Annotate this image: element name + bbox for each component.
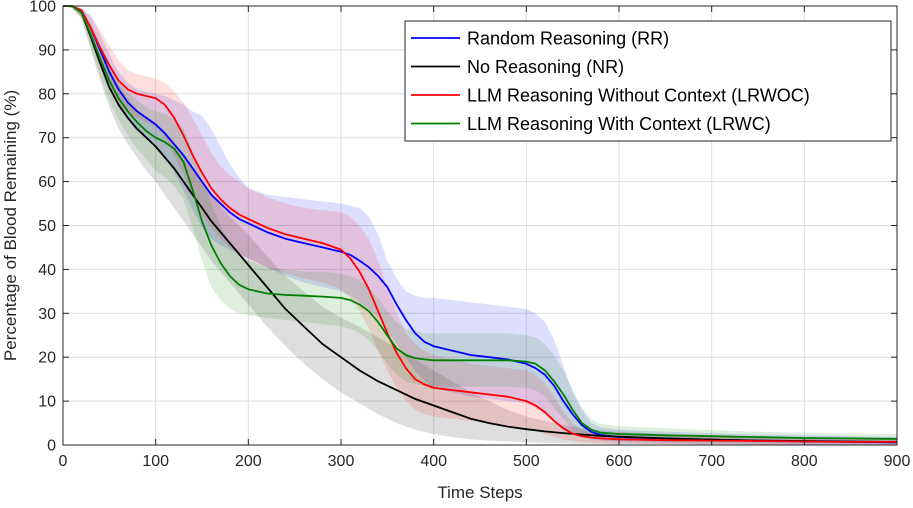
random-reasoning-line: [63, 5, 898, 444]
x-tick-label: 800: [791, 453, 818, 470]
x-tick-label: 200: [235, 453, 262, 470]
x-tick-label: 500: [513, 453, 540, 470]
series-lines: [63, 5, 898, 444]
x-tick-label: 300: [328, 453, 355, 470]
no-reasoning-line: [63, 5, 898, 443]
y-tick-label: 90: [38, 42, 56, 59]
y-axis-title: Percentage of Blood Remaining (%): [1, 90, 20, 361]
llm-reasoning-without-context-line: [63, 5, 897, 443]
legend-label: LLM Reasoning Without Context (LRWOC): [467, 86, 810, 106]
x-tick-label: 100: [142, 453, 169, 470]
y-tick-label: 20: [38, 350, 56, 367]
y-tick-label: 0: [47, 438, 56, 455]
llm-reasoning-without-context-band: [63, 6, 897, 445]
y-tick-label: 100: [29, 0, 56, 16]
y-tick-label: 60: [38, 174, 56, 191]
legend: Random Reasoning (RR) No Reasoning (NR) LL…: [404, 20, 892, 142]
y-tick-label: 80: [38, 86, 56, 103]
legend-box: [404, 20, 892, 142]
x-tick-label: 700: [698, 453, 725, 470]
axis-ticks: 0 100 200 300 400 500 600 700 800 900 0 10 20 30 40 50 6…: [29, 0, 910, 470]
legend-label: Random Reasoning (RR): [467, 29, 669, 49]
y-tick-label: 30: [38, 306, 56, 323]
x-axis-title: Time Steps: [437, 483, 522, 502]
y-tick-label: 40: [38, 262, 56, 279]
llm-reasoning-with-context-line: [63, 5, 898, 440]
x-tick-label: 0: [59, 453, 68, 470]
y-tick-label: 10: [38, 394, 56, 411]
x-tick-label: 400: [420, 453, 447, 470]
legend-label: No Reasoning (NR): [467, 57, 624, 77]
x-tick-label: 900: [884, 453, 911, 470]
x-tick-label: 600: [606, 453, 633, 470]
y-tick-label: 50: [38, 218, 56, 235]
y-tick-label: 70: [38, 130, 56, 147]
no-reasoning-band: [63, 6, 897, 445]
legend-label: LLM Reasoning With Context (LRWC): [467, 114, 771, 134]
